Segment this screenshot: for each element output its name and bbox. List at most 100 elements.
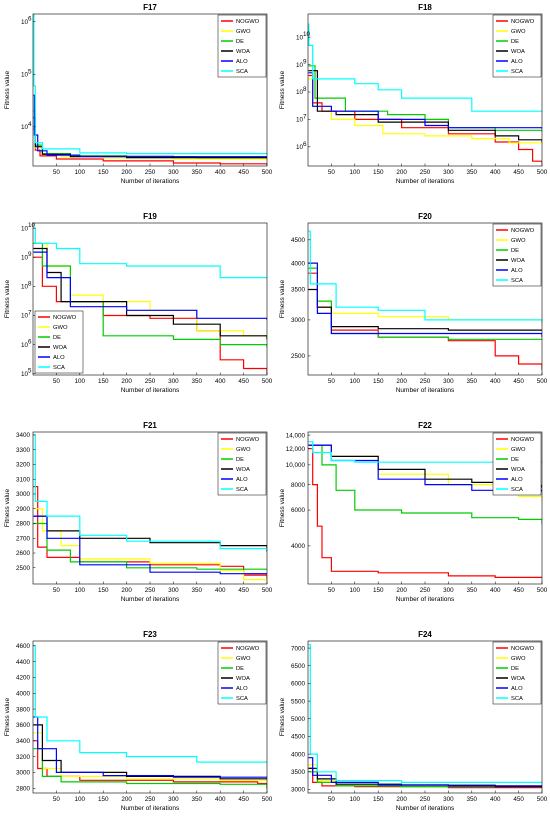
- legend-label-de: DE: [236, 39, 244, 45]
- y-tick-label: 2900: [16, 506, 31, 513]
- series-group: [308, 643, 542, 789]
- x-tick-label: 400: [215, 796, 226, 803]
- chart-title: F20: [418, 212, 432, 221]
- legend-label-nogwo: NOGWO: [511, 646, 535, 652]
- legend-box: [217, 641, 267, 705]
- x-tick-label: 350: [192, 169, 203, 176]
- x-tick-label: 200: [396, 378, 407, 385]
- x-axis-label: Number of iterations: [121, 596, 180, 603]
- y-axis-label: Fitness value: [4, 488, 11, 527]
- y-axis-label: Fitness value: [279, 488, 286, 527]
- series-line-gwo: [33, 122, 267, 160]
- x-tick-label: 100: [75, 378, 86, 385]
- legend-label-woa: WOA: [236, 49, 250, 55]
- y-axis-label: Fitness value: [279, 279, 286, 318]
- legend-label-woa: WOA: [511, 49, 525, 55]
- y-tick-label: 10: [21, 225, 29, 232]
- x-tick-label: 500: [262, 378, 273, 385]
- legend: NOGWO GWO DE WOA ALO SCA: [34, 310, 84, 374]
- x-axis-label: Number of iterations: [121, 805, 180, 812]
- legend-label-woa: WOA: [511, 258, 525, 264]
- series-line-sca: [33, 434, 267, 551]
- legend-label-de: DE: [511, 457, 519, 463]
- x-tick-label: 50: [328, 378, 336, 385]
- x-tick-label: 400: [490, 796, 501, 803]
- x-tick-label: 500: [537, 796, 548, 803]
- x-tick-label: 150: [98, 796, 109, 803]
- legend-label-gwo: GWO: [511, 447, 526, 453]
- y-tick-label: 10: [21, 124, 29, 131]
- x-tick-label: 200: [121, 378, 132, 385]
- series-line-de: [33, 748, 267, 785]
- legend-label-nogwo: NOGWO: [236, 646, 260, 652]
- y-axis-label: Fitness value: [279, 70, 286, 109]
- x-tick-label: 500: [262, 796, 273, 803]
- legend-box: [492, 641, 542, 705]
- y-tick-label: 7000: [291, 645, 306, 652]
- legend-label-gwo: GWO: [53, 325, 68, 331]
- legend-label-nogwo: NOGWO: [511, 19, 535, 25]
- x-tick-label: 450: [238, 587, 249, 594]
- series-line-de: [308, 65, 542, 132]
- series-line-sca: [308, 643, 542, 784]
- legend: NOGWO GWO DE WOA ALO SCA: [217, 14, 267, 78]
- y-tick-label: 4600: [16, 643, 31, 650]
- series-line-woa: [308, 70, 542, 142]
- y-tick-label: 3100: [16, 476, 31, 483]
- x-tick-label: 500: [537, 169, 548, 176]
- chart-title: F19: [143, 212, 157, 221]
- y-tick-label: 2600: [16, 550, 31, 557]
- chart-svg: F24 50 100 150 200 250 300 350 400 450 500 3000 3500…: [279, 630, 548, 812]
- x-tick-label: 500: [537, 378, 548, 385]
- y-axis-label: Fitness value: [4, 697, 11, 736]
- legend-label-gwo: GWO: [511, 656, 526, 662]
- y-tick-label: 3400: [16, 738, 31, 745]
- y-tick-label: 10: [21, 371, 29, 378]
- y-tick-label: 2700: [16, 535, 31, 542]
- series-line-sca: [33, 645, 267, 763]
- series-group: [33, 645, 267, 789]
- x-tick-label: 150: [98, 378, 109, 385]
- y-tick-label: 6500: [291, 663, 306, 670]
- series-line-sca: [308, 23, 542, 112]
- chart-title: F18: [418, 3, 432, 12]
- series-line-alo: [308, 757, 542, 787]
- y-tick-label: 3800: [16, 706, 31, 713]
- legend-label-nogwo: NOGWO: [511, 228, 535, 234]
- chart-svg: F22 50 100 150 200 250 300 350 400 450 500 4000 6000…: [279, 421, 548, 603]
- x-tick-label: 200: [121, 587, 132, 594]
- x-tick-label: 350: [192, 796, 203, 803]
- y-tick-label: 10: [296, 62, 304, 69]
- y-tick-label: 4400: [16, 659, 31, 666]
- x-tick-label: 350: [192, 587, 203, 594]
- y-tick-label: 10: [296, 89, 304, 96]
- y-tick-label: 10: [21, 19, 29, 26]
- x-tick-label: 400: [215, 169, 226, 176]
- chart-svg: F23 50 100 150 200 250 300 350 400 450 500 2800 3000…: [4, 630, 273, 812]
- x-axis-label: Number of iterations: [121, 387, 180, 394]
- x-tick-label: 250: [420, 796, 431, 803]
- x-tick-label: 200: [396, 587, 407, 594]
- y-tick-label: 8000: [291, 482, 306, 489]
- chart-panel-f19: F19 50 100 150 200 250 300 350 400 450 500 10 5 10 6 10…: [0, 209, 275, 418]
- x-tick-label: 250: [145, 587, 156, 594]
- chart-panel-f24: F24 50 100 150 200 250 300 350 400 450 500 3000 3500…: [275, 627, 550, 836]
- y-tick-label: 10: [21, 254, 29, 261]
- x-tick-label: 250: [145, 378, 156, 385]
- y-tick-label: 6000: [291, 681, 306, 688]
- x-axis-label: Number of iterations: [396, 178, 455, 185]
- x-tick-label: 300: [443, 796, 454, 803]
- y-tick-exponent: 6: [303, 141, 307, 148]
- x-tick-label: 50: [328, 796, 336, 803]
- x-tick-label: 150: [373, 796, 384, 803]
- x-tick-label: 400: [215, 587, 226, 594]
- x-tick-label: 200: [121, 169, 132, 176]
- x-tick-label: 400: [490, 378, 501, 385]
- y-tick-label: 3000: [16, 770, 31, 777]
- y-tick-exponent: 5: [28, 368, 32, 375]
- x-tick-label: 200: [396, 796, 407, 803]
- x-tick-label: 50: [53, 378, 61, 385]
